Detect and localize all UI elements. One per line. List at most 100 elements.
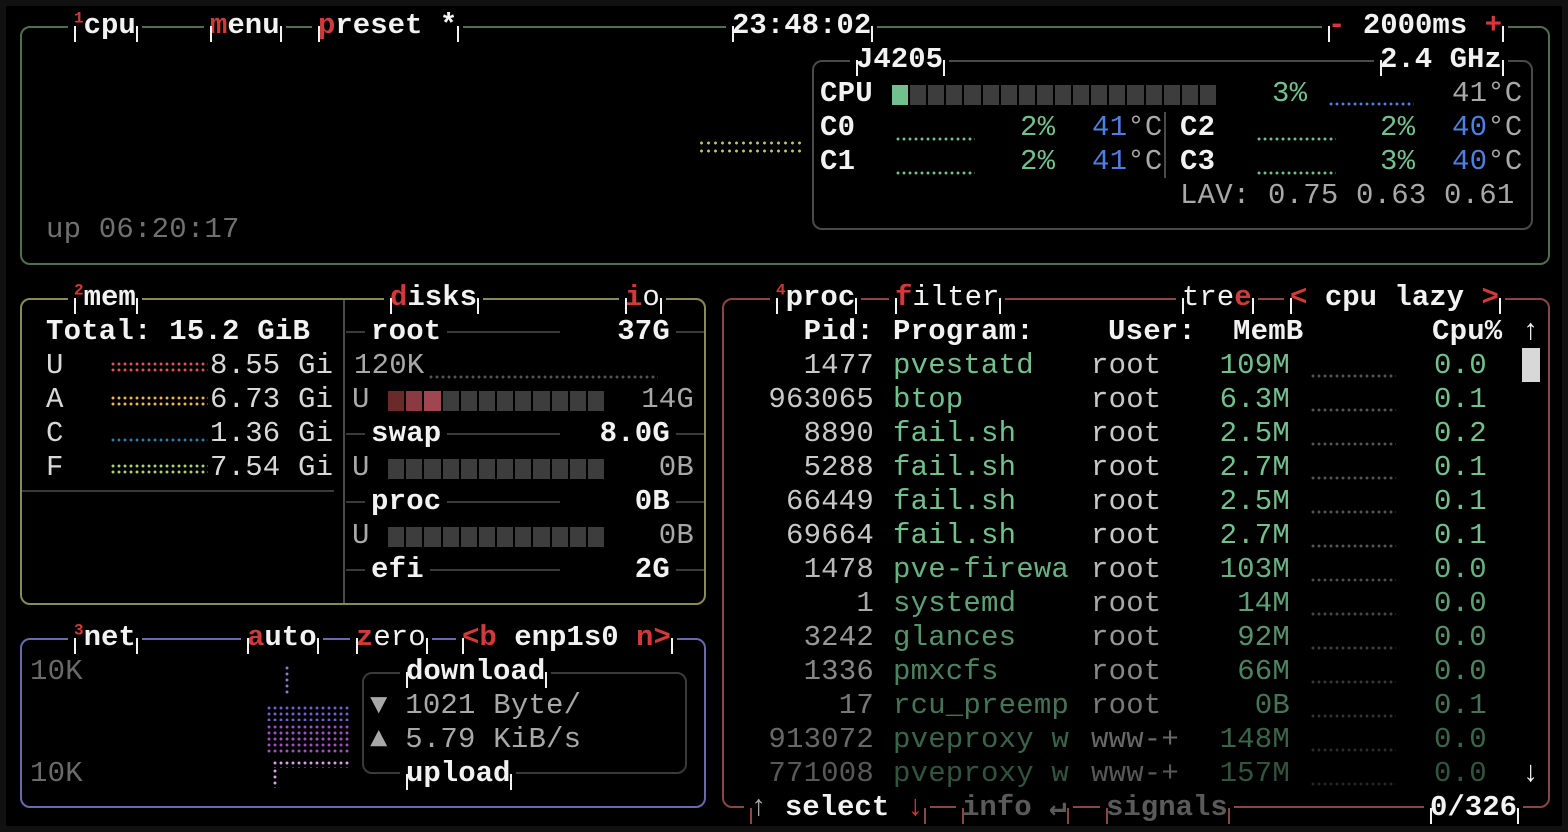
bar-segment <box>442 459 459 479</box>
disk-size: 37G <box>560 315 676 349</box>
next-interface-button[interactable]: n> <box>636 621 671 654</box>
disk-used-label: U <box>352 451 370 484</box>
disk-rule <box>346 331 704 333</box>
process-user: root <box>1091 519 1162 552</box>
menu-button[interactable]: menu <box>204 9 286 43</box>
column-program[interactable]: Program: <box>893 315 1034 348</box>
arrow-up-icon: ▲ <box>370 723 388 756</box>
mem-row-label: F <box>46 451 64 484</box>
cpu-panel-title[interactable]: 1cpu <box>68 9 142 43</box>
process-pid: 1478 <box>803 553 874 586</box>
process-pid: 1 <box>856 587 874 620</box>
select-control[interactable]: ↑ select ↓ <box>744 791 931 825</box>
sort-next-button[interactable]: > <box>1481 281 1499 314</box>
bar-segment <box>460 391 477 411</box>
process-cpu-graph <box>1310 781 1396 787</box>
sort-selector: < cpu lazy > <box>1284 281 1505 315</box>
core-label: C2 <box>1180 111 1216 144</box>
process-program: pve-firewa <box>893 553 1070 586</box>
process-cpu: 0.0 <box>1434 349 1487 382</box>
filter-button[interactable]: filter <box>889 281 1006 315</box>
title-text: net <box>83 621 136 654</box>
upload-graph <box>272 760 350 768</box>
core-percent: 2% <box>1020 111 1056 144</box>
core-divider <box>1164 112 1166 178</box>
process-pid: 69664 <box>785 519 874 552</box>
bar-segment <box>388 527 405 547</box>
io-toggle[interactable]: io <box>619 281 666 315</box>
bar-segment <box>388 459 405 479</box>
core-percent: 2% <box>1380 111 1416 144</box>
process-program: pveproxy w <box>893 723 1070 756</box>
update-interval: - 2000ms + <box>1322 9 1509 43</box>
label: enu <box>227 9 280 42</box>
mem-panel: 2mem disks io <box>20 281 706 605</box>
tree-toggle[interactable]: tree <box>1176 281 1258 315</box>
mem-meter <box>110 437 208 443</box>
column-user[interactable]: User: <box>1108 315 1197 348</box>
mem-row-label: C <box>46 417 64 450</box>
cpu-total-label: CPU <box>820 77 873 110</box>
download-graph <box>284 665 290 695</box>
process-mem: 157M <box>1219 757 1290 790</box>
scroll-up-icon[interactable]: ↑ <box>1522 315 1540 348</box>
proc-panel-title[interactable]: 4proc <box>770 281 862 315</box>
net-panel-title[interactable]: 3net <box>68 621 142 655</box>
cpu-total-temp: 41°C <box>1452 77 1523 110</box>
info-button[interactable]: info ↵ <box>956 791 1073 825</box>
cpu-info-panel: J4205 2.4 GHz <box>812 43 1533 230</box>
bar-segment <box>551 527 568 547</box>
mem-panel-title[interactable]: 2mem <box>68 281 142 315</box>
process-user: root <box>1091 485 1162 518</box>
process-cpu: 0.0 <box>1434 587 1487 620</box>
disk-name[interactable]: efi <box>365 553 430 587</box>
process-cpu: 0.1 <box>1434 383 1487 416</box>
signals-button[interactable]: signals <box>1100 791 1234 825</box>
arrow-down-icon: ↓ <box>906 791 925 824</box>
interval-increase-button[interactable]: + <box>1484 9 1503 42</box>
column-pid[interactable]: Pid: <box>803 315 874 348</box>
process-program: rcu_preemp <box>893 689 1070 722</box>
interval-decrease-button[interactable]: - <box>1328 9 1346 42</box>
bar-segment <box>1199 85 1216 105</box>
net-scale-top: 10K <box>30 655 83 688</box>
disk-size: 0B <box>560 485 676 519</box>
process-count: 0/326 <box>1424 791 1524 825</box>
bar-segment <box>515 391 532 411</box>
temp-value: 41 <box>1092 145 1128 178</box>
load-average: LAV: 0.75 0.63 0.61 <box>1180 179 1515 212</box>
mem-row-label: U <box>46 349 64 382</box>
process-cpu-graph <box>1310 407 1396 413</box>
bar-segment <box>478 391 496 411</box>
prev-interface-button[interactable]: <b <box>462 621 497 654</box>
zero-button[interactable]: zero <box>350 621 432 655</box>
bar-segment <box>1109 85 1126 105</box>
scroll-down-icon[interactable]: ↓ <box>1522 757 1540 790</box>
mem-meter <box>110 361 208 373</box>
bar-segment <box>587 391 605 411</box>
label: tre <box>1182 281 1235 314</box>
disk-name[interactable]: proc <box>365 485 448 519</box>
process-pid: 8890 <box>803 417 874 450</box>
sort-prev-button[interactable]: < <box>1290 281 1308 314</box>
column-mem[interactable]: MemB <box>1233 315 1304 348</box>
process-program: pvestatd <box>893 349 1034 382</box>
label: select <box>784 791 890 824</box>
download-graph <box>266 724 350 754</box>
preset-button[interactable]: preset * <box>312 9 464 43</box>
process-program: pmxcfs <box>893 655 999 688</box>
process-mem: 6.3M <box>1219 383 1290 416</box>
column-cpu[interactable]: Cpu% <box>1432 315 1503 348</box>
label: isks <box>407 281 478 314</box>
auto-scale-toggle[interactable]: auto <box>241 621 323 655</box>
core-percent: 2% <box>1020 145 1056 178</box>
process-program: systemd <box>893 587 1017 620</box>
bar-segment <box>478 527 496 547</box>
scrollbar-thumb[interactable] <box>1522 348 1540 382</box>
process-user: www-+ <box>1091 723 1180 756</box>
disk-name[interactable]: root <box>365 315 448 349</box>
process-cpu-graph <box>1310 509 1396 515</box>
bar-segment <box>928 85 945 105</box>
disks-toggle[interactable]: disks <box>384 281 484 315</box>
disk-name[interactable]: swap <box>365 417 448 451</box>
